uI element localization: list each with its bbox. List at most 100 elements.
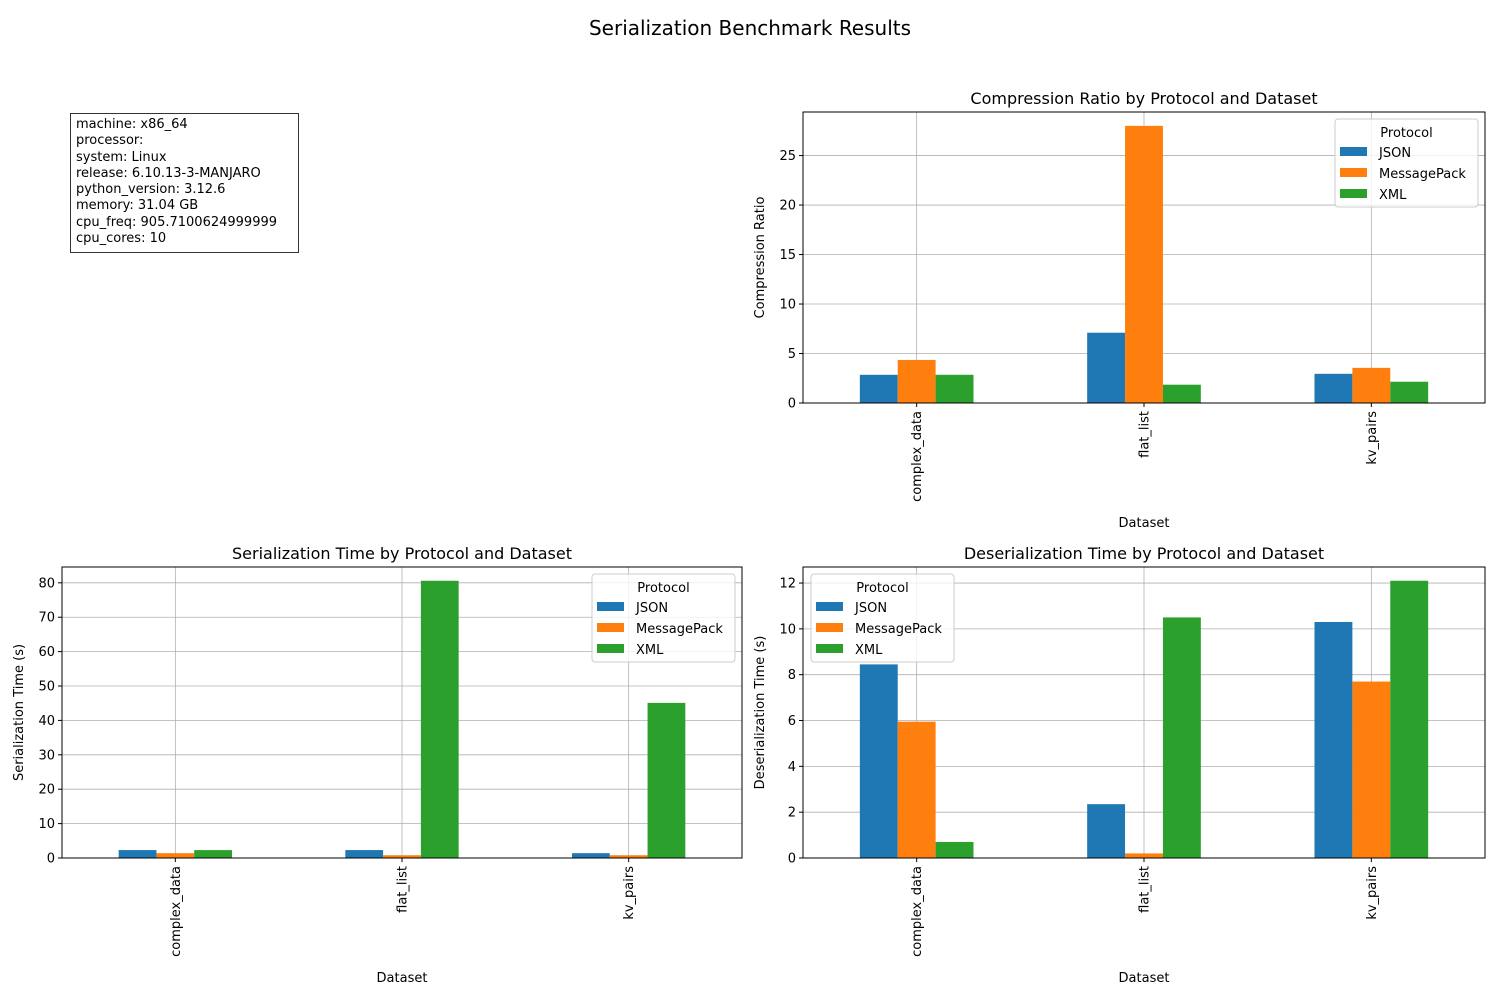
legend-label-json: JSON [854,601,887,616]
x-axis-label: Dataset [1119,971,1170,986]
legend-frame [1334,118,1479,208]
legend: Protocol JSON MessagePack XML [810,573,955,663]
y-axis-label: Compression Ratio [753,197,768,319]
x-tick-label: flat_list [1138,866,1153,913]
bar-messagepack-complex_data [156,853,195,858]
x-tick-label: complex_data [910,411,925,502]
y-tick-label: 0 [47,852,55,867]
legend-frame [810,573,955,663]
y-tick-label: 0 [788,852,796,867]
compression-ratio-chart: Compression Ratio by Protocol and Datase… [753,89,1486,531]
y-tick-label: 6 [788,714,796,729]
legend-swatch-json [816,602,843,611]
bar-xml-complex_data [194,850,232,858]
bar-xml-kv_pairs [647,702,686,858]
figure-suptitle: Serialization Benchmark Results [589,16,911,40]
y-axis-label: Deserialization Time (s) [753,636,768,790]
compression-chart-title: Compression Ratio by Protocol and Datase… [970,89,1317,108]
y-tick-label: 4 [788,760,796,775]
x-axis-label: Dataset [1119,516,1170,531]
x-axis-label: Dataset [377,971,428,986]
y-tick-label: 50 [38,680,55,695]
bar-messagepack-complex_data [897,721,936,858]
legend-label-xml: XML [1379,188,1407,203]
system-info-line: memory: 31.04 GB [76,198,199,214]
x-tick-label: complex_data [910,866,925,957]
legend-swatch-messagepack [816,623,843,632]
y-tick-label: 40 [38,714,55,729]
deserialization-time-chart: Deserialization Time by Protocol and Dat… [753,544,1486,986]
bar-json-kv_pairs [1314,373,1353,403]
y-tick-label: 8 [788,668,796,683]
bar-xml-kv_pairs [1390,381,1429,403]
bar-json-complex_data [859,664,898,858]
system-info-line: cpu_cores: 10 [76,231,167,247]
bar-json-complex_data [118,850,157,858]
bar-xml-flat_list [420,580,459,858]
system-info-box: machine: x86_64 processor: system: Linux r… [70,113,299,254]
x-tick-label: kv_pairs [1365,866,1380,920]
y-tick-label: 20 [779,199,796,214]
y-tick-label: 10 [779,298,796,313]
legend-swatch-xml [816,644,843,653]
x-tick-label: complex_data [169,866,184,957]
bar-json-complex_data [859,374,898,403]
bar-messagepack-flat_list [1125,125,1163,403]
bar-json-flat_list [1087,332,1126,403]
bar-messagepack-flat_list [1125,853,1163,858]
system-info-line: system: Linux [76,149,167,165]
bar-json-kv_pairs [572,853,610,858]
x-tick-label: kv_pairs [1365,411,1380,465]
y-tick-label: 70 [38,611,55,626]
legend-swatch-xml [1340,189,1367,198]
bar-xml-complex_data [935,374,974,403]
legend-title: Protocol [637,581,689,596]
y-tick-label: 20 [38,783,55,798]
y-tick-label: 15 [779,248,796,263]
system-info-line: processor: [76,133,148,149]
legend-label-xml: XML [636,643,664,658]
y-tick-label: 25 [779,149,796,164]
legend-label-messagepack: MessagePack [636,622,723,637]
deserialization-chart-title: Deserialization Time by Protocol and Dat… [964,544,1324,563]
x-tick-label: flat_list [396,866,411,913]
legend: Protocol JSON MessagePack XML [591,573,736,663]
bar-xml-flat_list [1162,384,1201,403]
system-info-line: python_version: 3.12.6 [76,182,226,198]
y-tick-label: 10 [779,622,796,637]
legend-swatch-json [597,602,624,611]
legend-title: Protocol [856,581,908,596]
legend-title: Protocol [1380,126,1432,141]
bar-json-flat_list [345,850,384,858]
y-tick-label: 0 [788,397,796,412]
y-tick-label: 5 [788,347,796,362]
bar-messagepack-kv_pairs [609,855,648,858]
legend-swatch-xml [597,644,624,653]
system-info-line: cpu_freq: 905.7100624999999 [76,214,278,230]
y-tick-label: 2 [788,806,796,821]
y-tick-label: 10 [38,817,55,832]
bar-xml-flat_list [1162,617,1201,858]
bar-json-flat_list [1087,804,1126,858]
legend-label-messagepack: MessagePack [1379,167,1466,182]
bar-messagepack-kv_pairs [1352,367,1391,403]
y-tick-label: 60 [38,645,55,660]
legend: Protocol JSON MessagePack XML [1334,118,1479,208]
serialization-time-chart: Serialization Time by Protocol and Datas… [12,544,743,986]
legend-label-messagepack: MessagePack [855,622,942,637]
bar-json-kv_pairs [1314,621,1353,858]
y-tick-label: 30 [38,748,55,763]
bar-xml-kv_pairs [1390,580,1429,858]
system-info-line: release: 6.10.13-3-MANJARO [76,165,261,181]
x-tick-label: kv_pairs [622,866,637,920]
bar-messagepack-flat_list [383,855,421,858]
y-axis-label: Serialization Time (s) [12,644,27,781]
legend-label-xml: XML [855,643,883,658]
system-info-line: machine: x86_64 [76,117,188,132]
bar-messagepack-kv_pairs [1352,681,1391,858]
legend-frame [591,573,736,663]
bar-xml-complex_data [935,841,974,858]
legend-swatch-json [1340,147,1367,156]
bar-messagepack-complex_data [897,359,936,403]
